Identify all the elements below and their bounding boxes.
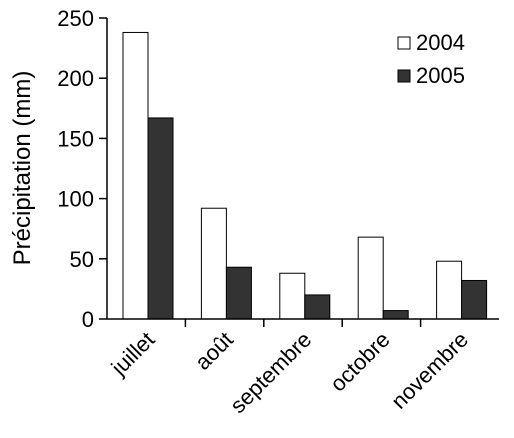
bar-2004-septembre (279, 272, 306, 320)
axes-group (106, 18, 499, 320)
bars-group (122, 31, 488, 320)
x-category-label: octobre (325, 327, 395, 397)
y-tick-label: 50 (70, 247, 94, 272)
x-category-label: novembre (386, 327, 473, 414)
y-tick-label: 150 (57, 126, 94, 151)
x-category-label: août (190, 327, 238, 375)
legend-swatch-2005 (397, 69, 411, 83)
y-axis-title: Précipitation (mm) (9, 71, 36, 266)
bar-2004-novembre (436, 260, 463, 320)
bar-2004-juillet (122, 31, 149, 320)
bar-2004-août (200, 207, 227, 320)
y-tick-label: 100 (57, 187, 94, 212)
bar-2005-octobre (382, 310, 409, 320)
x-category-label: juillet (106, 327, 160, 381)
legend-swatch-2004 (397, 36, 411, 50)
bar-2004-octobre (357, 236, 384, 320)
x-category-label: septembre (225, 327, 316, 418)
bar-2005-août (225, 266, 252, 320)
y-tick-label: 200 (57, 66, 94, 91)
bar-2005-septembre (304, 294, 331, 320)
bar-2005-novembre (461, 279, 488, 320)
legend-label-2004: 2004 (416, 30, 465, 55)
bar-2005-juillet (147, 117, 174, 320)
legend-label-2005: 2005 (416, 63, 465, 88)
y-tick-label: 250 (57, 6, 94, 31)
y-tick-label: 0 (82, 307, 94, 332)
y-ticks-group: 0 50 100 150 200 250 (57, 6, 107, 332)
legend: 2004 2005 (397, 30, 465, 88)
